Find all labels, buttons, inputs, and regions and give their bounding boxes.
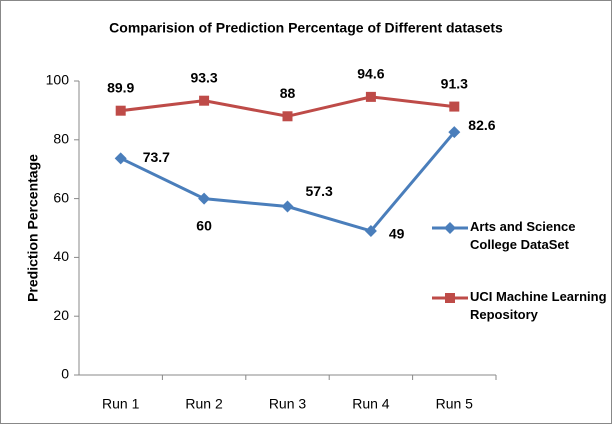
marker bbox=[365, 91, 376, 102]
y-tick-label: 100 bbox=[46, 72, 70, 88]
marker bbox=[281, 200, 294, 213]
y-axis-label: Prediction Percentage bbox=[25, 154, 41, 302]
data-label: 57.3 bbox=[306, 183, 333, 199]
data-label: 89.9 bbox=[107, 79, 134, 95]
data-label: 60 bbox=[196, 217, 212, 233]
marker bbox=[282, 111, 293, 122]
marker bbox=[199, 95, 210, 106]
marker bbox=[114, 152, 127, 165]
y-tick-label: 40 bbox=[53, 248, 69, 264]
marker bbox=[444, 222, 456, 234]
x-tick-label: Run 4 bbox=[352, 396, 390, 412]
y-tick-label: 0 bbox=[61, 366, 69, 382]
marker bbox=[115, 105, 126, 116]
data-label: 88 bbox=[280, 85, 296, 101]
x-tick-label: Run 1 bbox=[102, 396, 140, 412]
marker bbox=[445, 293, 455, 303]
chart-title: Comparision of Prediction Percentage of … bbox=[109, 20, 503, 36]
legend-entry: Arts and Science College DataSet bbox=[470, 219, 576, 252]
legend-label: UCI Machine Learning Repository bbox=[470, 289, 607, 322]
x-tick-label: Run 2 bbox=[185, 396, 223, 412]
x-tick-label: Run 3 bbox=[269, 396, 307, 412]
data-label: 73.7 bbox=[143, 149, 170, 165]
data-label: 91.3 bbox=[441, 75, 468, 91]
marker bbox=[449, 101, 460, 112]
marker bbox=[198, 192, 211, 205]
legend-label: Arts and Science College DataSet bbox=[470, 219, 576, 252]
y-tick-label: 20 bbox=[53, 307, 69, 323]
marker bbox=[448, 126, 461, 139]
y-tick-label: 80 bbox=[53, 131, 69, 147]
marker bbox=[364, 224, 377, 237]
x-tick-label: Run 5 bbox=[436, 396, 474, 412]
data-label: 49 bbox=[389, 226, 405, 242]
data-label: 94.6 bbox=[357, 66, 384, 82]
legend-entry: UCI Machine Learning Repository bbox=[470, 289, 607, 322]
y-tick-label: 60 bbox=[53, 189, 69, 205]
data-label: 93.3 bbox=[190, 69, 217, 85]
data-label: 82.6 bbox=[468, 117, 495, 133]
